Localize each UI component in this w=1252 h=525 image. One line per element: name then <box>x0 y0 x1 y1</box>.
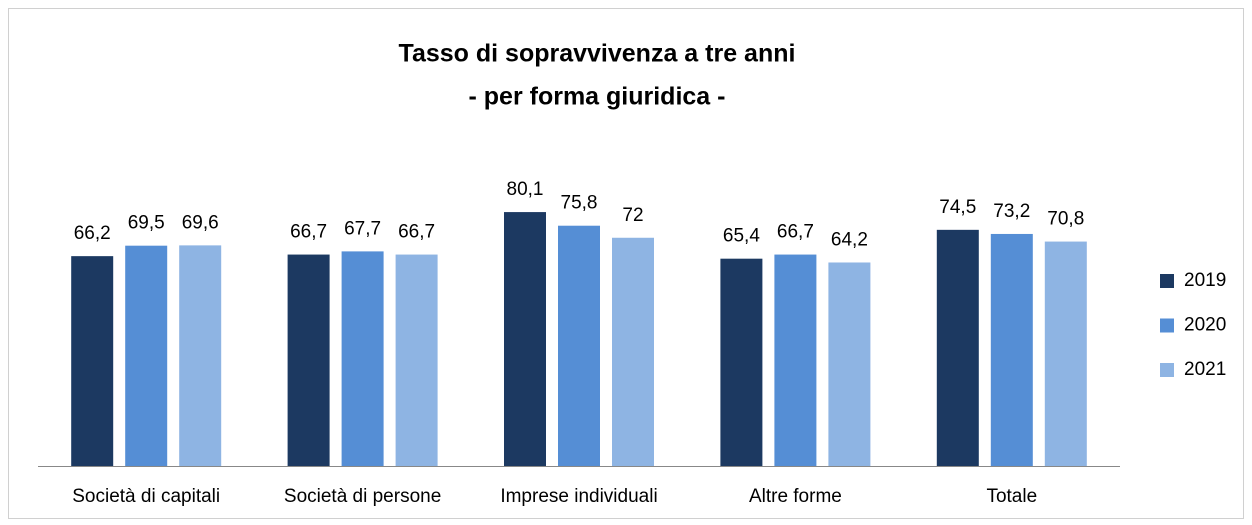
chart-title: Tasso di sopravvivenza a tre anni <box>399 40 796 68</box>
bar <box>828 262 871 466</box>
legend-swatch <box>1160 274 1174 288</box>
x-tick-label: Società di persone <box>284 486 441 507</box>
bar <box>558 225 600 466</box>
data-label: 70,8 <box>1047 209 1084 230</box>
data-label: 80,1 <box>507 179 544 200</box>
x-tick-label: Imprese individuali <box>500 486 657 507</box>
x-tick-label: Totale <box>986 486 1037 507</box>
bar <box>774 254 817 466</box>
legend-label: 2019 <box>1184 270 1226 291</box>
data-label: 66,2 <box>74 223 111 244</box>
legend-swatch <box>1160 363 1174 377</box>
bar <box>720 258 763 466</box>
bar <box>125 245 168 466</box>
bar <box>990 233 1033 466</box>
x-tick-label: Altre forme <box>749 486 842 507</box>
chart-subtitle: - per forma giuridica - <box>469 83 726 111</box>
bar <box>504 212 546 466</box>
data-label: 69,6 <box>182 212 219 233</box>
chart-border <box>8 8 1244 519</box>
bar <box>395 254 438 466</box>
data-label: 64,2 <box>831 230 868 251</box>
data-label: 67,7 <box>344 218 381 239</box>
legend-label: 2021 <box>1184 359 1226 380</box>
bar <box>936 229 979 466</box>
legend-label: 2020 <box>1184 315 1226 336</box>
data-label: 65,4 <box>723 226 760 247</box>
data-label: 69,5 <box>128 213 165 234</box>
bar <box>341 251 384 466</box>
bar <box>612 237 654 466</box>
bar <box>71 256 114 466</box>
legend-swatch <box>1160 318 1174 333</box>
data-label: 75,8 <box>561 193 598 214</box>
bar <box>287 254 330 466</box>
data-label: 73,2 <box>993 201 1030 222</box>
data-label: 72 <box>622 205 643 226</box>
bar <box>179 245 222 466</box>
data-label: 66,7 <box>398 222 435 243</box>
data-label: 74,5 <box>939 197 976 218</box>
bar <box>1044 241 1087 466</box>
x-tick-label: Società di capitali <box>72 486 220 507</box>
data-label: 66,7 <box>290 222 327 243</box>
data-label: 66,7 <box>777 222 814 243</box>
